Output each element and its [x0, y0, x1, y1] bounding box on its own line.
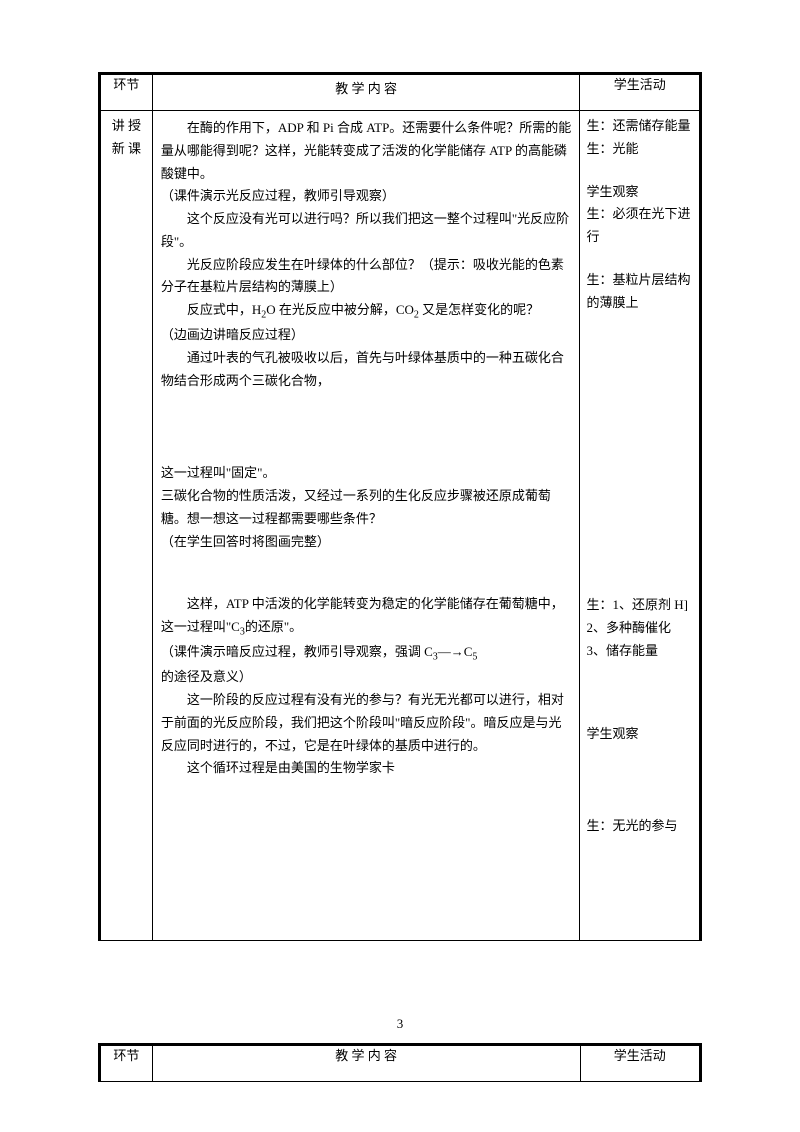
- content-p8: 这一过程叫"固定"。: [161, 462, 572, 485]
- main-table-container: 环节 教 学 内 容 学生活动 讲 授 新 课 在酶的作用下，ADP 和 Pi …: [98, 72, 702, 941]
- bottom-table-container: 环节 教 学 内 容 学生活动: [98, 1043, 702, 1082]
- content-p2: （课件演示光反应过程，教师引导观察）: [161, 185, 572, 208]
- content-p14: 这个循环过程是由美国的生物学家卡: [161, 757, 572, 780]
- activity-a4: 生：必须在光下进行: [586, 203, 693, 249]
- stage-cell: 讲 授 新 课: [101, 111, 153, 941]
- activity-a3: 学生观察: [586, 181, 693, 204]
- content-p4: 光反应阶段应发生在叶绿体的什么部位？（提示：吸收光能的色素分子在基粒片层结构的薄…: [161, 254, 572, 300]
- header-content: 教 学 内 容: [152, 75, 580, 111]
- header-stage: 环节: [101, 75, 153, 111]
- page-number: 3: [0, 1016, 800, 1032]
- content-p9: 三碳化合物的性质活泼，又经过一系列的生化反应步骤被还原成葡萄糖。想一想这一过程都…: [161, 485, 572, 531]
- content-p6: （边画边讲暗反应过程）: [161, 324, 572, 347]
- bottom-header-row: 环节 教 学 内 容 学生活动: [101, 1046, 700, 1082]
- content-p10: （在学生回答时将图画完整）: [161, 531, 572, 554]
- content-p11: 这样，ATP 中活泼的化学能转变为稳定的化学能储存在葡萄糖中，这一过程叫"C3的…: [161, 593, 572, 641]
- content-cell: 在酶的作用下，ADP 和 Pi 合成 ATP。还需要什么条件呢？所需的能量从哪能…: [152, 111, 580, 941]
- table-content-row: 讲 授 新 课 在酶的作用下，ADP 和 Pi 合成 ATP。还需要什么条件呢？…: [101, 111, 700, 941]
- content-p3: 这个反应没有光可以进行吗？所以我们把这一整个过程叫"光反应阶段"。: [161, 208, 572, 254]
- header-activity: 学生活动: [580, 75, 700, 111]
- activity-a6: 生：1、还原剂 H] 2、多种酶催化 3、储存能量: [586, 594, 693, 662]
- bottom-header-content: 教 学 内 容: [152, 1046, 580, 1082]
- bottom-header-stage: 环节: [101, 1046, 153, 1082]
- content-p1: 在酶的作用下，ADP 和 Pi 合成 ATP。还需要什么条件呢？所需的能量从哪能…: [161, 117, 572, 185]
- activity-cell: 生：还需储存能量 生：光能 学生观察 生：必须在光下进行 生：基粒片层结构的薄膜…: [580, 111, 700, 941]
- bottom-header-activity: 学生活动: [580, 1046, 699, 1082]
- activity-a7: 学生观察: [586, 723, 693, 746]
- activity-a5: 生：基粒片层结构的薄膜上: [586, 269, 693, 315]
- activity-a8: 生：无光的参与: [586, 815, 693, 838]
- main-table: 环节 教 学 内 容 学生活动 讲 授 新 课 在酶的作用下，ADP 和 Pi …: [100, 74, 700, 941]
- table-header-row: 环节 教 学 内 容 学生活动: [101, 75, 700, 111]
- activity-a2: 生：光能: [586, 138, 693, 161]
- content-p13: 这一阶段的反应过程有没有光的参与？有光无光都可以进行，相对于前面的光反应阶段，我…: [161, 689, 572, 757]
- stage-text-2: 新 课: [107, 138, 146, 161]
- bottom-table: 环节 教 学 内 容 学生活动: [100, 1045, 700, 1082]
- activity-a1: 生：还需储存能量: [586, 115, 693, 138]
- content-p5: 反应式中，H2O 在光反应中被分解，CO2 又是怎样变化的呢？: [161, 299, 572, 324]
- content-p7: 通过叶表的气孔被吸收以后，首先与叶绿体基质中的一种五碳化合物结合形成两个三碳化合…: [161, 347, 572, 393]
- stage-text-1: 讲 授: [107, 115, 146, 138]
- content-p12: （课件演示暗反应过程，教师引导观察，强调 C3—→C5 的途径及意义）: [161, 641, 572, 689]
